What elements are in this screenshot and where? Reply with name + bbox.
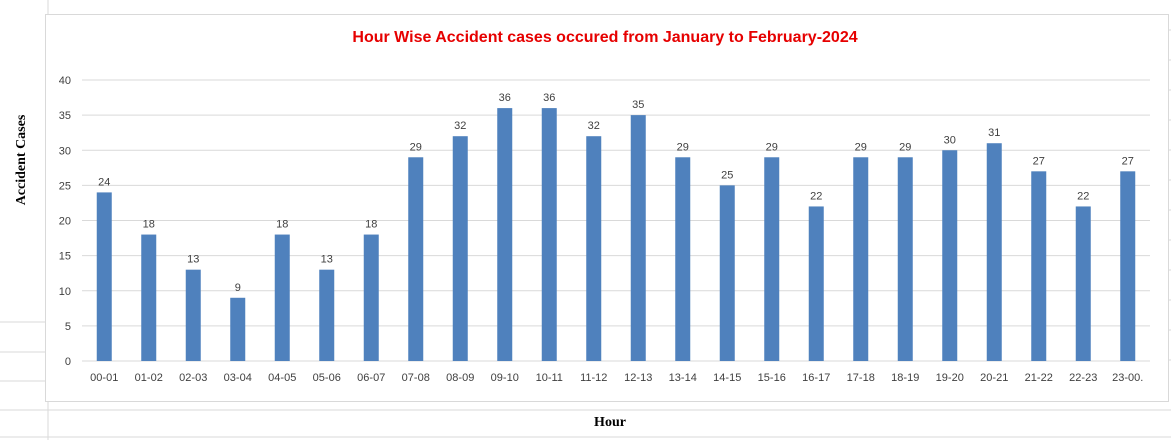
x-tick-label: 10-11 bbox=[536, 372, 563, 384]
y-tick-label: 10 bbox=[59, 286, 71, 298]
x-axis-ticks: 00-01 01-02 02-03 03-04 04-05 05-06 06-07 07-08… bbox=[90, 372, 1143, 384]
x-tick-label: 16-17 bbox=[802, 372, 830, 384]
bar bbox=[808, 206, 824, 361]
chart-title: Hour Wise Accident cases occured from Ja… bbox=[352, 29, 857, 46]
y-axis-label: Accident Cases bbox=[14, 114, 29, 206]
x-axis-label: Hour bbox=[594, 415, 626, 430]
data-label: 29 bbox=[766, 141, 778, 153]
data-label: 32 bbox=[454, 120, 466, 132]
x-tick-label: 00-01 bbox=[90, 372, 118, 384]
x-tick-label: 21-22 bbox=[1025, 372, 1053, 384]
bar bbox=[630, 115, 646, 361]
bar bbox=[1120, 171, 1136, 361]
bar bbox=[719, 185, 735, 361]
x-tick-label: 12-13 bbox=[624, 372, 652, 384]
bar bbox=[541, 108, 557, 361]
x-tick-label: 17-18 bbox=[847, 372, 875, 384]
bar bbox=[897, 157, 913, 361]
x-tick-label: 18-19 bbox=[891, 372, 919, 384]
data-label: 29 bbox=[677, 141, 689, 153]
data-label: 22 bbox=[1077, 190, 1089, 202]
x-tick-label: 07-08 bbox=[402, 372, 430, 384]
bar bbox=[675, 157, 691, 361]
data-label: 27 bbox=[1122, 155, 1134, 167]
bar bbox=[96, 192, 112, 361]
bar bbox=[586, 136, 602, 361]
x-tick-label: 08-09 bbox=[446, 372, 474, 384]
data-label: 29 bbox=[899, 141, 911, 153]
bar bbox=[141, 234, 157, 361]
data-label: 31 bbox=[988, 127, 1000, 139]
x-tick-label: 09-10 bbox=[491, 372, 519, 384]
bars: 24 18 13 9 18 13 18 29 32 36 36 32 35 29 25 29 22 29 29 30 3… bbox=[96, 92, 1136, 361]
bar bbox=[230, 297, 246, 361]
bar bbox=[319, 269, 335, 361]
x-tick-label: 15-16 bbox=[758, 372, 786, 384]
gridlines bbox=[82, 79, 1150, 362]
data-label: 27 bbox=[1033, 155, 1045, 167]
x-tick-label: 14-15 bbox=[713, 372, 741, 384]
y-tick-label: 35 bbox=[59, 110, 71, 122]
bar bbox=[986, 143, 1002, 361]
data-label: 13 bbox=[321, 254, 333, 266]
data-label: 9 bbox=[235, 282, 241, 294]
x-tick-label: 11-12 bbox=[580, 372, 607, 384]
x-tick-label: 06-07 bbox=[357, 372, 385, 384]
data-label: 36 bbox=[543, 92, 555, 104]
x-tick-label: 01-02 bbox=[135, 372, 163, 384]
x-tick-label: 13-14 bbox=[669, 372, 697, 384]
x-tick-label: 03-04 bbox=[224, 372, 252, 384]
x-tick-label: 04-05 bbox=[268, 372, 296, 384]
data-label: 18 bbox=[365, 219, 377, 231]
x-tick-label: 20-21 bbox=[980, 372, 1008, 384]
data-label: 22 bbox=[810, 190, 822, 202]
bar bbox=[274, 234, 290, 361]
x-tick-label: 05-06 bbox=[313, 372, 341, 384]
x-tick-label: 23-00. bbox=[1112, 372, 1143, 384]
bar bbox=[764, 157, 780, 361]
y-tick-label: 15 bbox=[59, 251, 71, 263]
bar bbox=[185, 269, 201, 361]
bar bbox=[942, 150, 958, 361]
data-label: 29 bbox=[410, 141, 422, 153]
bar bbox=[853, 157, 869, 361]
bar bbox=[1075, 206, 1091, 361]
data-label: 18 bbox=[143, 219, 155, 231]
x-tick-label: 02-03 bbox=[179, 372, 207, 384]
bar bbox=[363, 234, 379, 361]
y-tick-label: 20 bbox=[59, 216, 71, 228]
data-label: 30 bbox=[944, 134, 956, 146]
data-label: 35 bbox=[632, 99, 644, 111]
y-tick-label: 0 bbox=[65, 356, 71, 368]
y-tick-label: 5 bbox=[65, 321, 71, 333]
y-axis-ticks: 0 5 10 15 20 25 30 35 40 bbox=[59, 75, 71, 368]
data-label: 36 bbox=[499, 92, 511, 104]
data-label: 32 bbox=[588, 120, 600, 132]
y-tick-label: 30 bbox=[59, 145, 71, 157]
y-tick-label: 40 bbox=[59, 75, 71, 87]
bar bbox=[497, 108, 513, 361]
data-label: 25 bbox=[721, 169, 733, 181]
data-label: 24 bbox=[98, 176, 110, 188]
bar bbox=[408, 157, 424, 361]
x-tick-label: 22-23 bbox=[1069, 372, 1097, 384]
bar bbox=[452, 136, 468, 361]
x-tick-label: 19-20 bbox=[936, 372, 964, 384]
data-label: 18 bbox=[276, 219, 288, 231]
y-tick-label: 25 bbox=[59, 180, 71, 192]
data-label: 13 bbox=[187, 254, 199, 266]
data-label: 29 bbox=[855, 141, 867, 153]
bar bbox=[1031, 171, 1047, 361]
